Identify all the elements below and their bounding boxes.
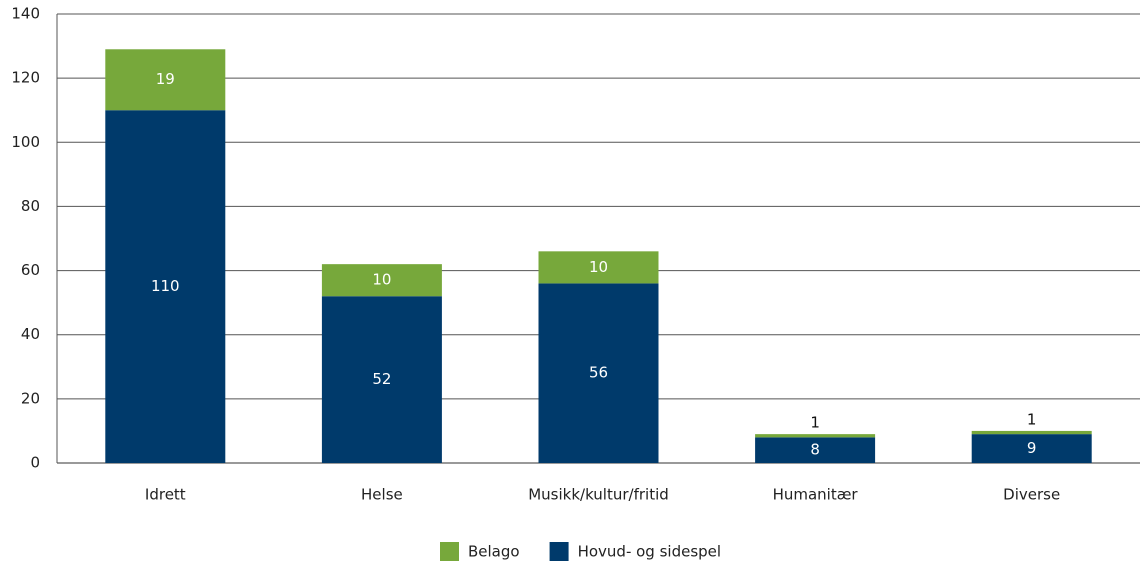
data-label: 19	[156, 70, 175, 88]
x-tick-label: Idrett	[145, 486, 186, 504]
bar-segment	[755, 437, 876, 463]
data-label: 110	[151, 277, 180, 295]
y-tick-label: 120	[11, 69, 40, 87]
data-label: 1	[1027, 410, 1037, 428]
legend-label: Hovud- og sidespel	[578, 543, 721, 561]
y-tick-label: 0	[30, 454, 40, 472]
bar-segment	[971, 434, 1092, 463]
y-tick-label: 80	[21, 197, 40, 215]
legend-swatch	[549, 542, 569, 561]
x-tick-label: Helse	[361, 486, 403, 504]
legend-swatch	[440, 542, 459, 561]
data-label: 1	[810, 414, 820, 432]
bar-segment	[755, 434, 876, 438]
bar-segment	[321, 296, 442, 463]
x-tick-label: Musikk/kultur/fritid	[528, 486, 669, 504]
data-label: 9	[1027, 439, 1037, 457]
y-tick-label: 100	[11, 133, 40, 151]
bar-segment	[105, 110, 226, 463]
bar-segment	[971, 430, 1092, 435]
data-label: 8	[810, 441, 820, 459]
x-tick-label: Humanitær	[773, 486, 859, 504]
y-tick-label: 20	[21, 389, 40, 407]
data-label: 56	[589, 364, 608, 382]
data-label: 10	[589, 258, 608, 276]
bar-segment	[321, 264, 442, 297]
data-label: 52	[372, 370, 391, 388]
bar-segment	[105, 49, 226, 111]
x-tick-label: Diverse	[1003, 486, 1060, 504]
legend-label: Belago	[468, 543, 520, 561]
y-tick-label: 140	[11, 5, 40, 23]
y-tick-label: 40	[21, 325, 40, 343]
y-tick-label: 60	[21, 261, 40, 279]
data-label: 10	[372, 271, 391, 289]
bar-segment	[538, 283, 659, 463]
bar-segment	[538, 251, 659, 284]
